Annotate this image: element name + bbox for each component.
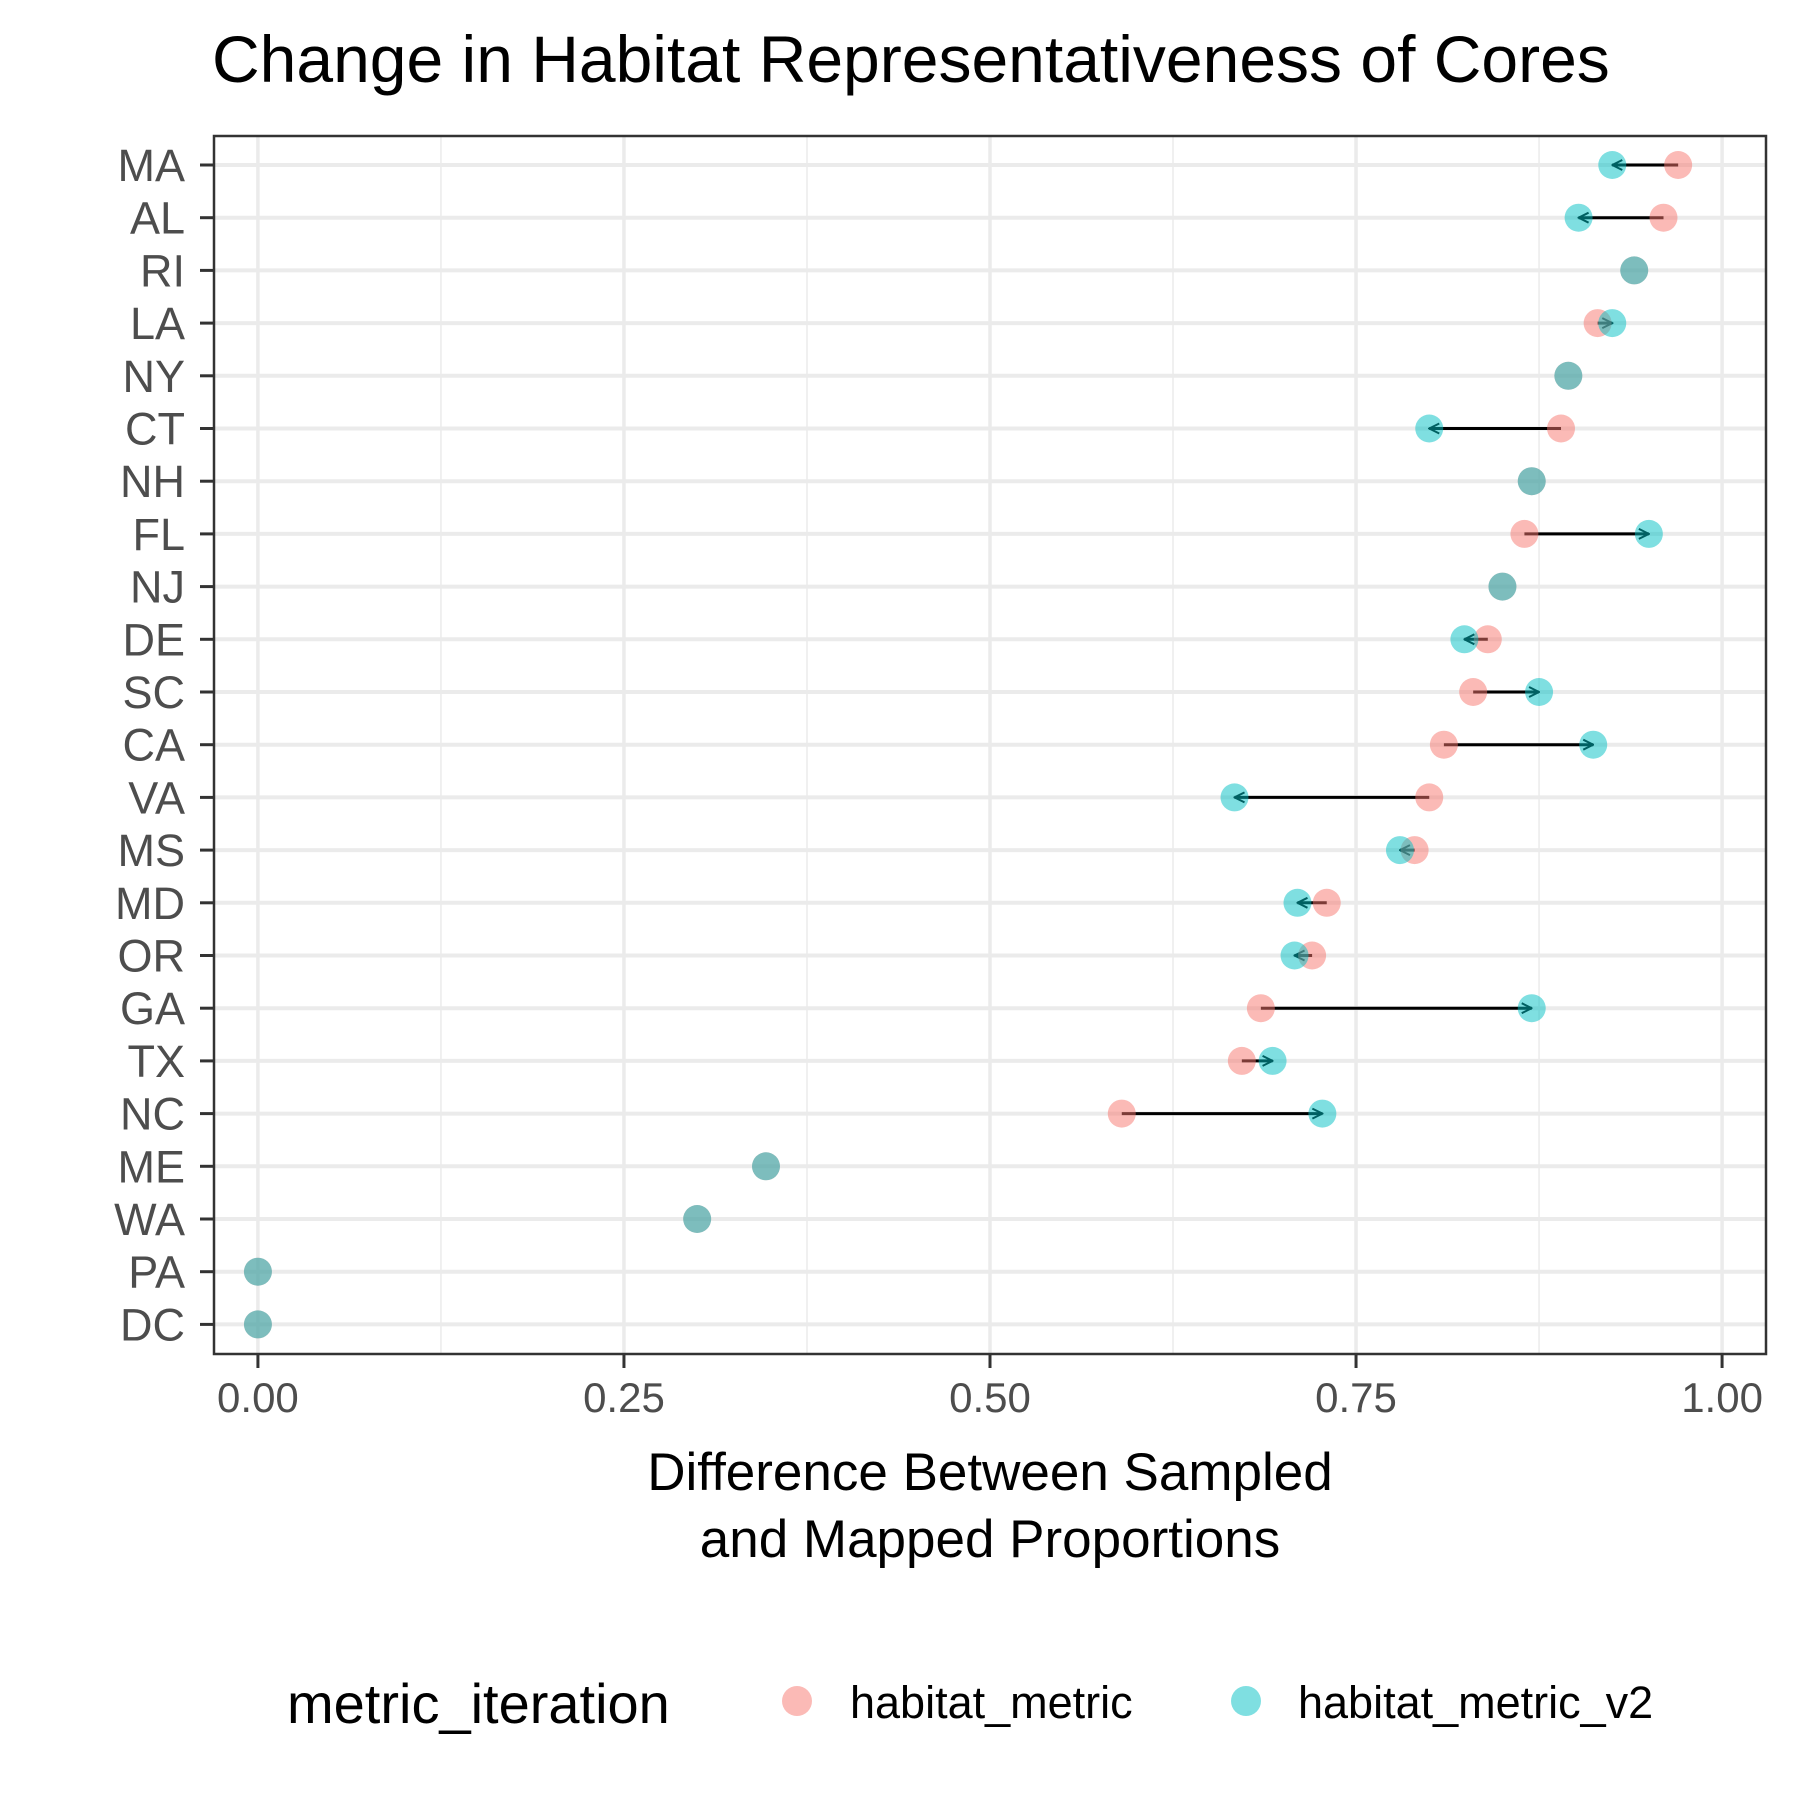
y-tick-label: MD [115,878,185,929]
data-point-habitat-metric [1547,414,1576,443]
data-point-habitat-metric [1107,1099,1136,1128]
data-point-habitat-metric-v2 [1385,836,1414,865]
data-point-habitat-metric [1246,994,1275,1023]
data-point-habitat-metric-v2 [1620,256,1649,285]
data-point-habitat-metric-v2 [1280,941,1309,970]
x-tick-label: 0.25 [583,1374,665,1421]
data-point-habitat-metric [1227,1046,1256,1075]
data-point-habitat-metric-v2 [1488,572,1517,601]
chart-title: Change in Habitat Representativeness of … [212,22,1610,96]
y-tick-label: AL [130,193,185,244]
y-tick-label: OR [118,931,186,982]
data-point-habitat-metric [1510,519,1539,548]
x-tick-label: 0.50 [949,1374,1031,1421]
data-point-habitat-metric [1415,783,1444,812]
data-point-habitat-metric [1312,888,1341,917]
y-tick-label: NY [122,351,185,402]
data-point-habitat-metric [1459,678,1488,706]
y-tick-label: MS [118,825,186,876]
y-tick-label: DC [120,1299,185,1350]
legend-label-habitat-metric-v2: habitat_metric_v2 [1298,1677,1653,1728]
data-point-habitat-metric-v2 [1517,994,1546,1023]
x-tick-label: 1.00 [1681,1374,1763,1421]
data-point-habitat-metric-v2 [1220,783,1249,812]
y-tick-label: NH [120,456,185,507]
y-tick-label: MA [118,140,186,191]
x-axis-title-line-2: and Mapped Proportions [700,1510,1280,1569]
data-point-habitat-metric-v2 [1598,151,1627,179]
legend-label-habitat-metric: habitat_metric [850,1677,1133,1728]
y-axis: MAALRILANYCTNHFLNJDESCCAVAMSMDORGATXNCME… [114,140,214,1350]
legend-title: metric_iteration [287,1672,670,1735]
x-axis-title-line-1: Difference Between Sampled [647,1443,1332,1502]
y-tick-label: LA [130,298,185,349]
x-tick-label: 0.00 [217,1374,299,1421]
data-point-habitat-metric [1473,625,1502,654]
y-tick-label: DE [122,614,185,665]
data-point-habitat-metric-v2 [1517,467,1546,496]
y-tick-label: SC [122,667,185,718]
data-point-habitat-metric-v2 [1525,678,1554,706]
y-tick-label: WA [114,1194,185,1245]
y-tick-label: NC [120,1089,185,1140]
data-point-habitat-metric-v2 [751,1152,780,1181]
data-point-habitat-metric-v2 [243,1310,272,1339]
data-point-habitat-metric-v2 [1598,309,1627,338]
legend-key-habitat-metric [782,1686,812,1716]
y-tick-label: ME [118,1141,186,1192]
y-tick-label: CT [125,404,185,455]
data-point-habitat-metric-v2 [1579,730,1608,759]
data-point-habitat-metric-v2 [1554,361,1583,390]
y-tick-label: GA [120,983,185,1034]
y-tick-label: PA [128,1247,185,1298]
data-point-habitat-metric-v2 [243,1257,272,1286]
data-points [243,151,1693,1339]
data-point-habitat-metric [1664,151,1693,179]
y-tick-label: TX [127,1036,185,1087]
y-tick-label: NJ [130,562,185,613]
data-point-habitat-metric-v2 [1283,888,1312,917]
data-point-habitat-metric-v2 [1450,625,1479,654]
y-tick-label: FL [132,509,185,560]
y-tick-label: CA [122,720,185,771]
legend-key-habitat-metric-v2 [1231,1686,1261,1716]
legend: metric_iteration habitat_metric habitat_… [287,1672,1653,1735]
data-point-habitat-metric [1429,730,1458,759]
data-point-habitat-metric-v2 [1308,1099,1337,1128]
data-point-habitat-metric [1649,203,1678,232]
data-point-habitat-metric-v2 [683,1205,712,1233]
y-tick-label: VA [128,772,185,823]
data-point-habitat-metric-v2 [1564,203,1593,232]
x-tick-label: 0.75 [1315,1374,1397,1421]
x-axis: 0.00 0.25 0.50 0.75 1.00 [217,1354,1763,1421]
data-point-habitat-metric-v2 [1415,414,1444,443]
data-point-habitat-metric-v2 [1634,519,1663,548]
data-point-habitat-metric-v2 [1258,1046,1287,1075]
y-tick-label: RI [140,245,185,296]
